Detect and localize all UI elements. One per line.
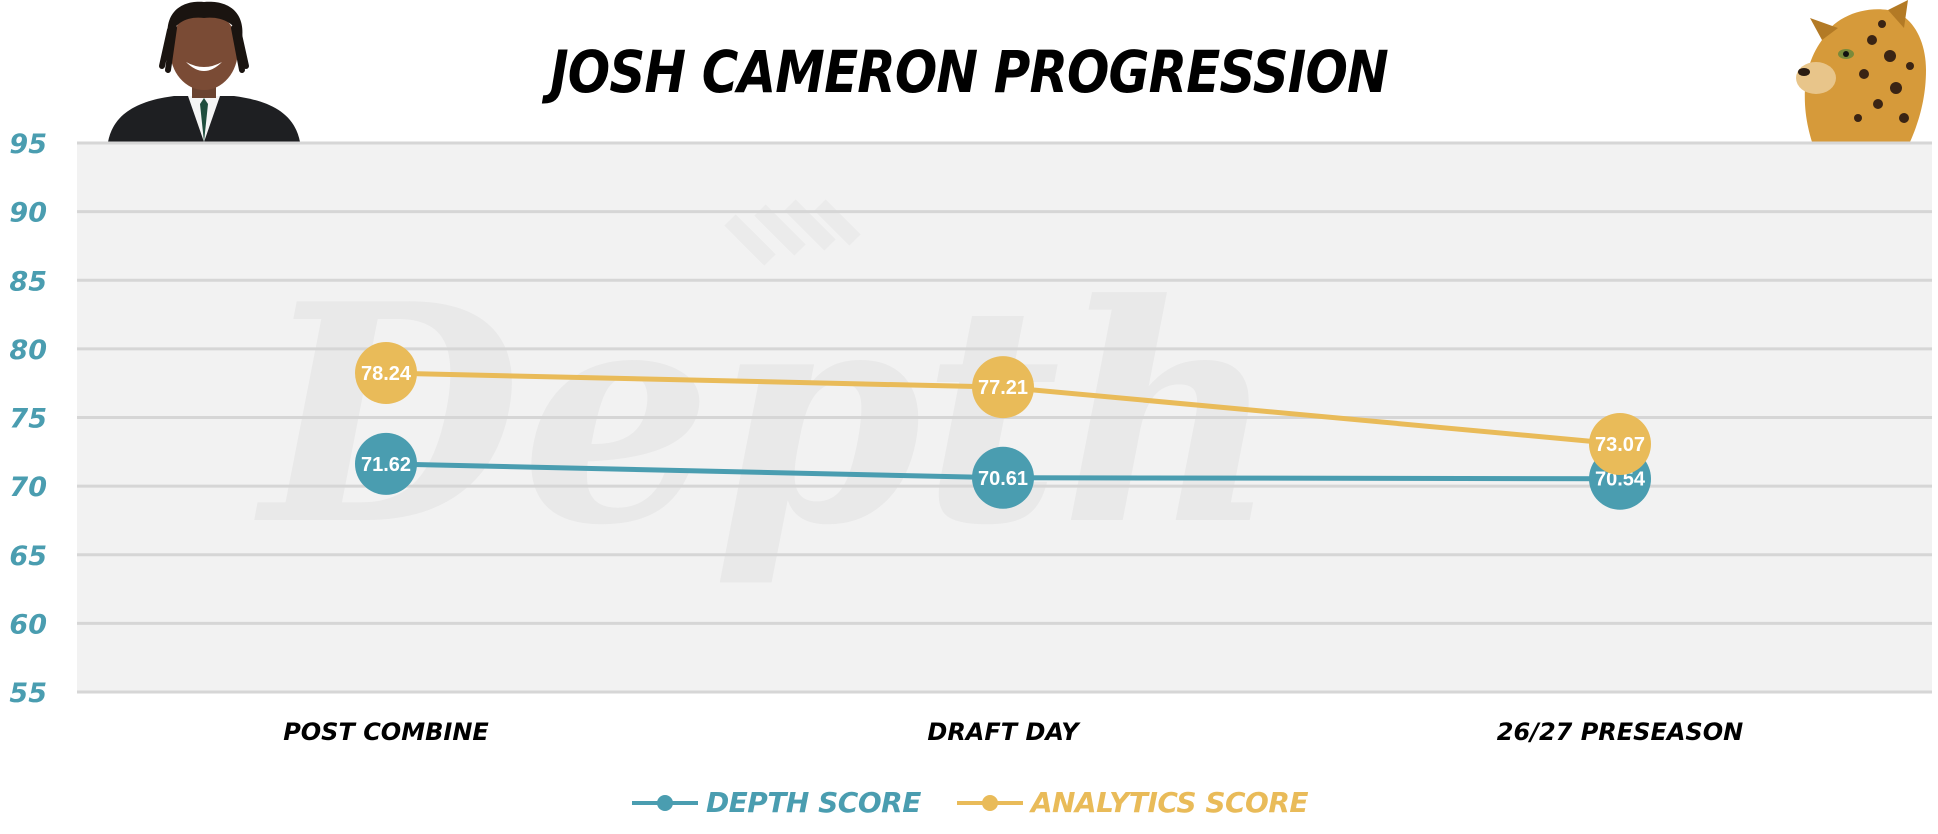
data-point xyxy=(355,342,417,405)
data-label: 70.54 xyxy=(1595,469,1646,491)
y-tick-label: 80 xyxy=(9,335,47,366)
y-tick-label: 55 xyxy=(9,678,47,709)
legend-item-analytics-score: ANALYTICS SCORE xyxy=(955,786,1309,819)
legend-line-marker-icon xyxy=(631,794,698,811)
data-label: 73.07 xyxy=(1595,434,1645,456)
player-photo xyxy=(108,1,300,142)
y-axis-ticks: 95 90 85 80 75 70 65 60 55 xyxy=(9,129,47,709)
y-tick-label: 90 xyxy=(9,198,47,229)
legend-label-analytics-score: ANALYTICS SCORE xyxy=(1030,786,1309,819)
jaguar-logo-icon xyxy=(1796,0,1926,142)
chart-title: JOSH CAMERON PROGRESSION xyxy=(550,38,1389,106)
x-axis-ticks: POST COMBINE DRAFT DAY 26/27 PRESEASON xyxy=(283,718,1743,746)
y-tick-label: 60 xyxy=(9,609,47,640)
watermark-text: Depth xyxy=(252,238,1279,591)
legend-line-marker-icon xyxy=(956,794,1023,811)
y-tick-label: 75 xyxy=(9,404,47,435)
y-tick-label: 85 xyxy=(9,266,47,297)
legend: DEPTH SCORE ANALYTICS SCORE xyxy=(0,786,1938,819)
x-tick-label: 26/27 PRESEASON xyxy=(1497,718,1743,746)
data-label: 78.24 xyxy=(361,363,412,385)
data-label: 77.21 xyxy=(978,377,1028,399)
x-tick-label: POST COMBINE xyxy=(283,718,489,746)
data-point xyxy=(972,446,1034,509)
y-tick-label: 65 xyxy=(9,541,47,572)
data-point xyxy=(972,356,1034,419)
y-tick-label: 70 xyxy=(9,472,47,503)
data-point xyxy=(355,432,417,495)
x-tick-label: DRAFT DAY xyxy=(927,718,1081,746)
legend-label-depth-score: DEPTH SCORE xyxy=(705,786,921,819)
series-lines: 71.62 70.61 70.54 78.24 77.21 73.07 xyxy=(355,342,1651,510)
data-point xyxy=(1589,412,1651,475)
data-label: 71.62 xyxy=(361,454,411,476)
y-tick-label: 95 xyxy=(9,129,47,160)
data-label: 70.61 xyxy=(978,468,1028,490)
legend-item-depth-score: DEPTH SCORE xyxy=(630,786,921,819)
